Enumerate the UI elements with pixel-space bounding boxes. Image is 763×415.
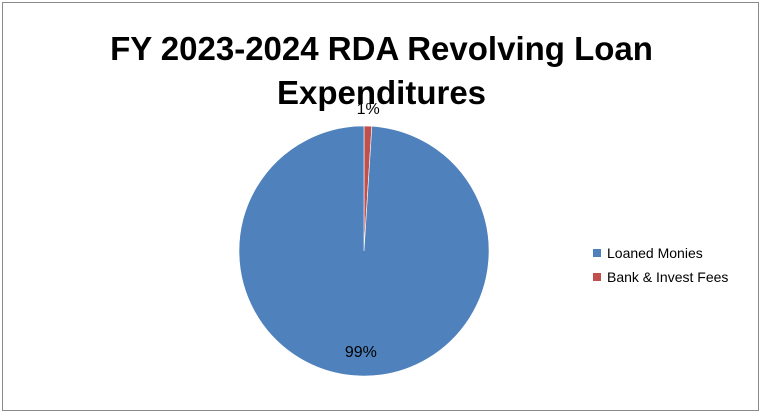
pie-slice-loaned-monies (238, 125, 490, 377)
legend-item-bank-invest-fees: Bank & Invest Fees (593, 265, 728, 289)
data-label-loaned-monies: 99% (345, 344, 377, 361)
legend-label-bank-invest-fees: Bank & Invest Fees (607, 269, 729, 285)
legend-swatch-loaned-monies (593, 249, 601, 257)
legend: Loaned Monies Bank & Invest Fees (593, 241, 728, 289)
data-label-bank-invest-fees: 1% (357, 101, 380, 118)
legend-swatch-bank-invest-fees (593, 273, 601, 281)
chart-title: FY 2023-2024 RDA Revolving Loan Expendit… (110, 30, 653, 111)
chart-frame: FY 2023-2024 RDA Revolving Loan Expendit… (2, 2, 759, 411)
legend-label-loaned-monies: Loaned Monies (607, 245, 703, 261)
pie-chart: 1% 99% (238, 101, 490, 377)
legend-item-loaned-monies: Loaned Monies (593, 241, 728, 265)
